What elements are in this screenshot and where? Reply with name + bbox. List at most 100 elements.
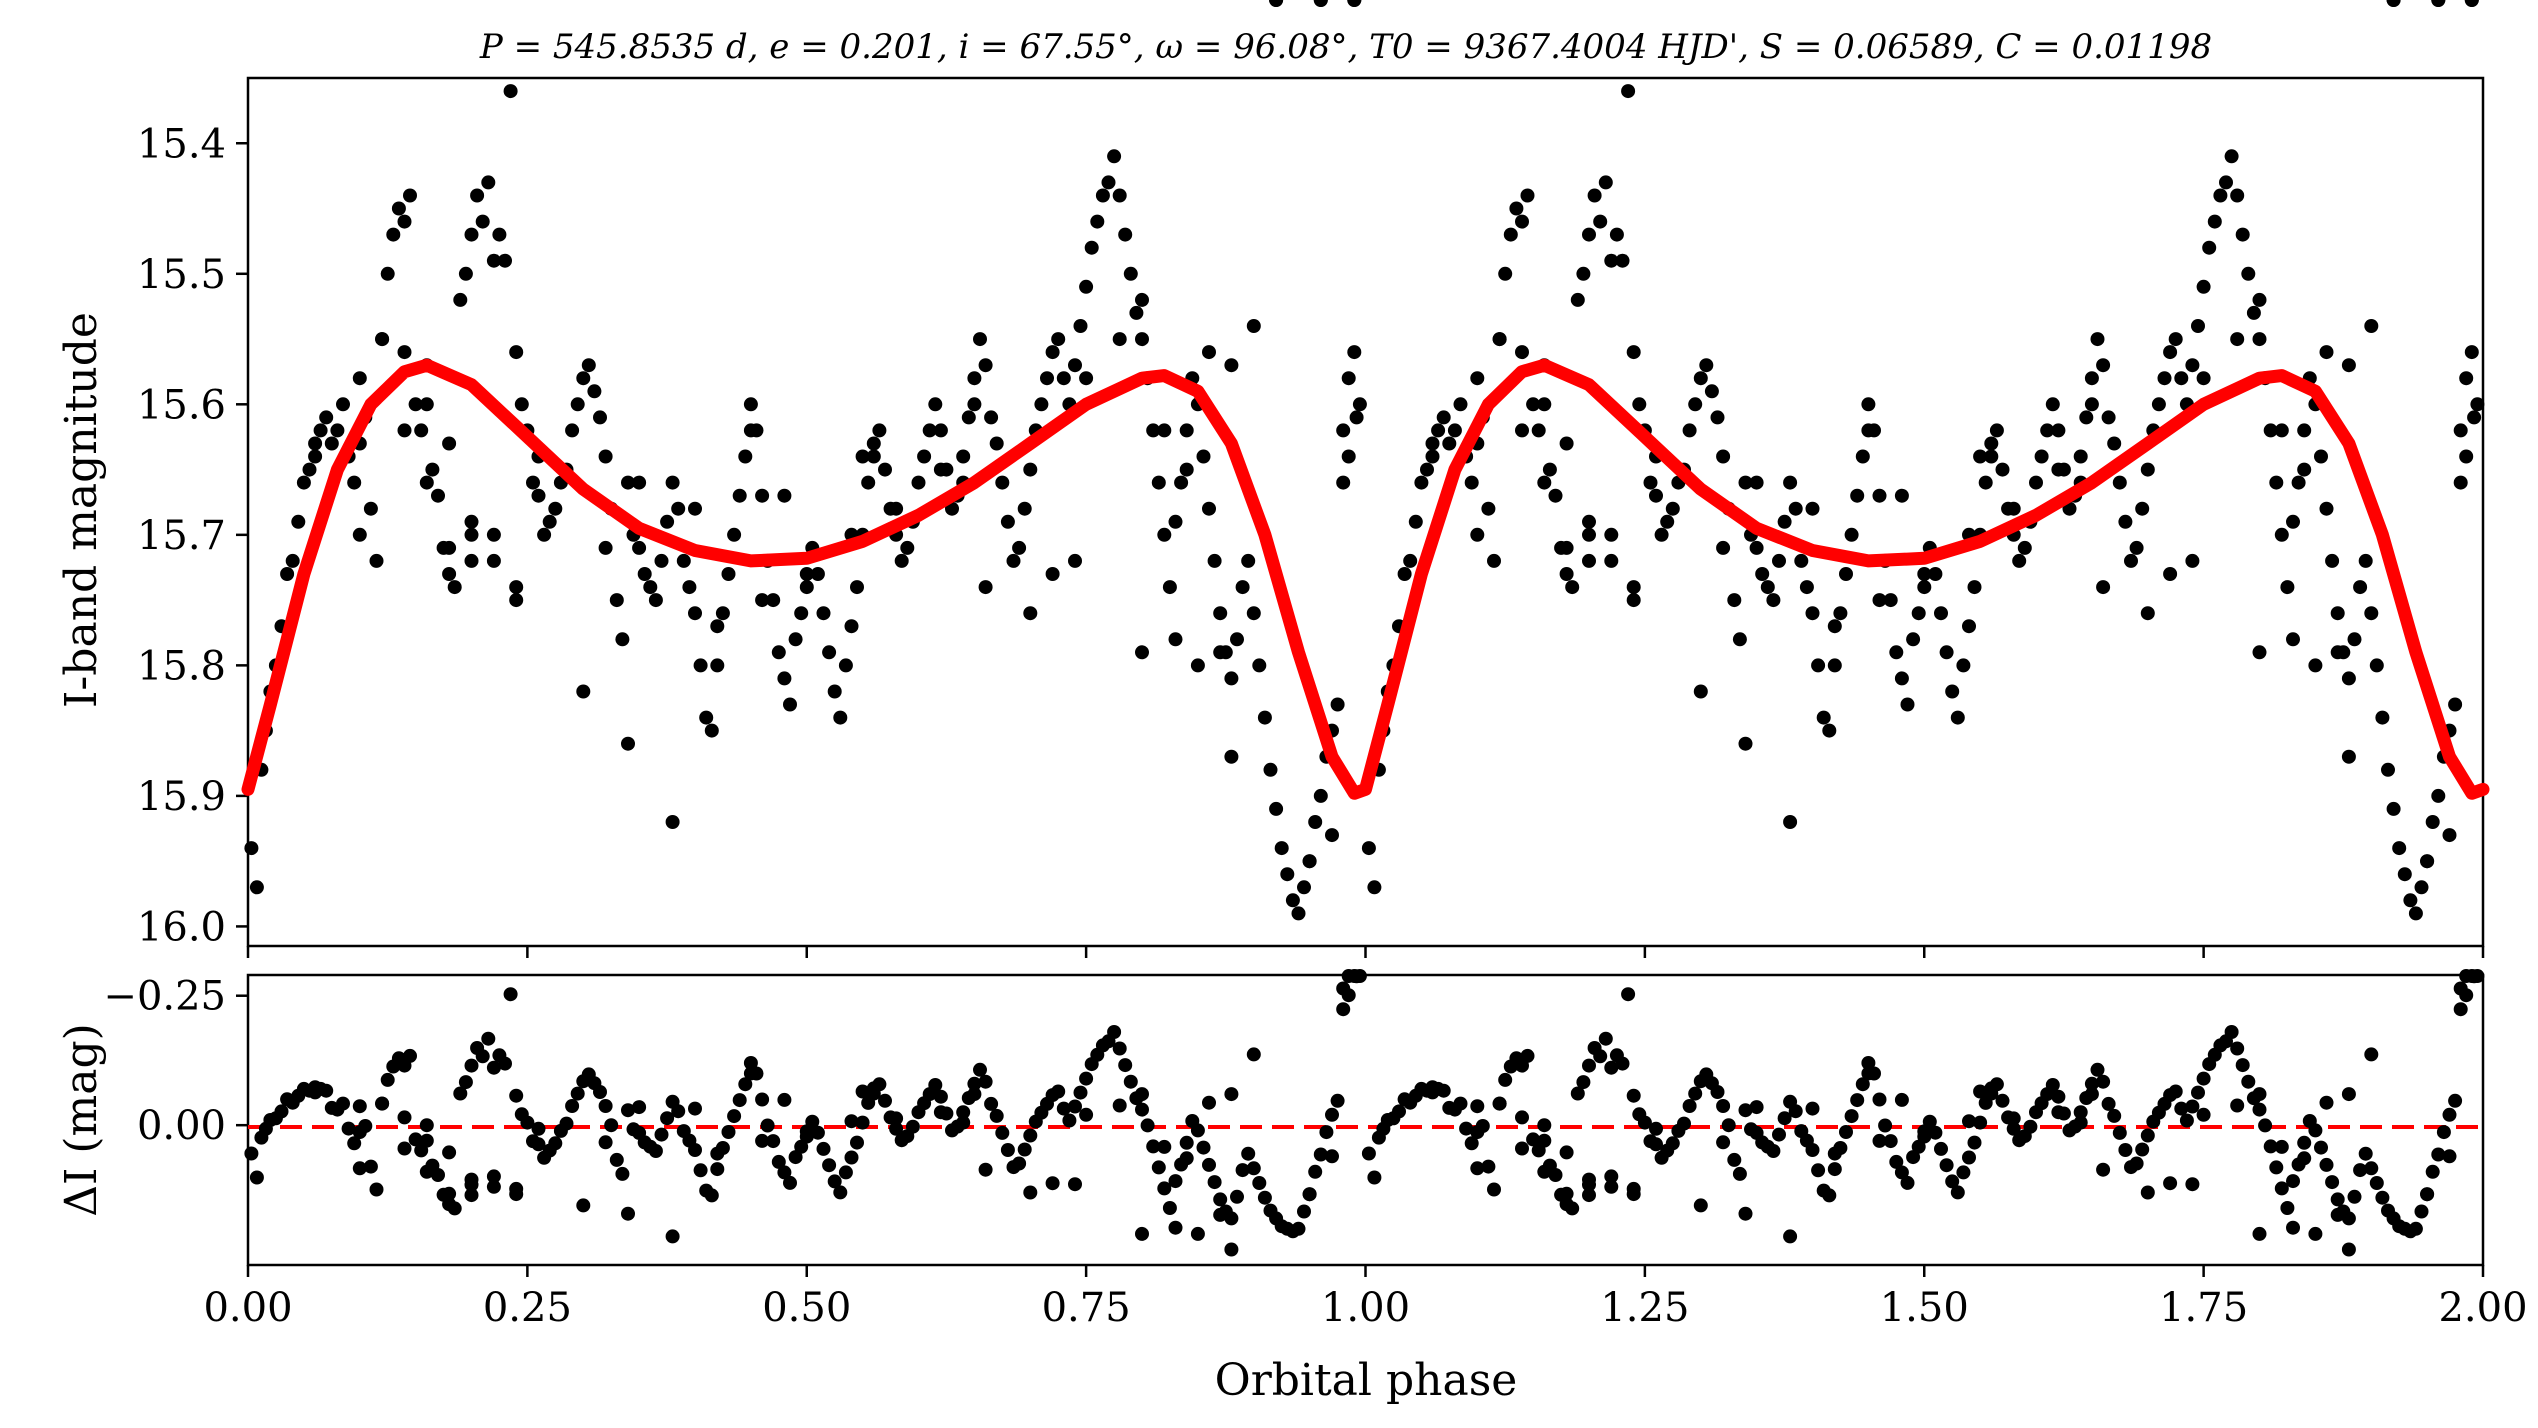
data-point <box>1498 266 1513 281</box>
residual-point <box>1079 1071 1094 1086</box>
data-point <box>1481 501 1496 516</box>
data-point <box>2168 332 2183 347</box>
data-point <box>2140 606 2155 621</box>
residual-point <box>358 1119 373 1133</box>
residual-point <box>2467 969 2482 984</box>
data-point <box>1257 710 1272 725</box>
residual-point <box>1202 1095 1216 1110</box>
data-point <box>1129 305 1144 320</box>
residual-point <box>671 1104 686 1119</box>
data-point <box>1855 449 1870 464</box>
data-point <box>1349 410 1364 425</box>
data-point <box>1269 801 1284 816</box>
residual-point <box>1844 1109 1859 1124</box>
residual-point <box>1872 1092 1887 1107</box>
data-point <box>1654 527 1669 542</box>
data-point <box>1224 358 1239 373</box>
data-point <box>1559 567 1574 581</box>
data-point <box>1224 671 1239 686</box>
residual-point <box>503 987 518 1002</box>
data-point <box>872 423 887 438</box>
residual-point <box>1766 1144 1781 1158</box>
residual-point <box>1023 1185 1038 1200</box>
data-point <box>648 593 663 608</box>
data-point <box>1576 266 1591 281</box>
data-point <box>866 449 881 464</box>
residual-x-ticks: 0.00 0.25 0.50 0.75 1.00 1.25 1.50 1.75 2.00 <box>203 1265 2528 1331</box>
data-point <box>509 345 524 360</box>
residual-point <box>604 1118 619 1133</box>
data-point <box>1246 319 1261 333</box>
data-point <box>2051 423 2066 438</box>
data-point <box>319 410 334 425</box>
data-point <box>766 593 781 608</box>
residual-point <box>654 1127 669 1142</box>
residual-point <box>665 1229 680 1244</box>
data-point <box>470 188 485 203</box>
residual-point <box>1520 1048 1535 1063</box>
data-point <box>1598 175 1613 190</box>
residual-point <box>1291 1221 1306 1236</box>
residual-point <box>576 1198 591 1213</box>
residual-point <box>2163 1176 2178 1191</box>
data-point <box>1336 423 1351 438</box>
data-point <box>2017 540 2032 555</box>
residual-point <box>1855 1077 1870 1092</box>
data-point <box>475 214 490 229</box>
residual-point <box>2073 1105 2088 1120</box>
data-point <box>1665 501 1680 516</box>
residual-point <box>1257 1190 1272 1205</box>
data-point <box>1872 488 1887 503</box>
data-point <box>486 253 501 268</box>
data-point <box>2252 292 2267 307</box>
data-point <box>2230 188 2245 203</box>
data-point <box>2012 553 2027 568</box>
data-point <box>1788 501 1803 516</box>
data-point <box>2263 423 2278 438</box>
residual-point <box>1146 1139 1161 1154</box>
data-point <box>978 358 993 373</box>
data-point <box>308 436 323 451</box>
data-point <box>665 475 680 490</box>
residual-point <box>1598 1031 1613 1046</box>
y-tick-label: 15.8 <box>137 643 226 689</box>
data-point <box>1872 593 1887 608</box>
data-point <box>598 540 613 555</box>
data-point <box>2274 423 2289 438</box>
data-point <box>1699 358 1714 373</box>
residual-point <box>822 1158 837 1173</box>
residual-point <box>838 1165 853 1180</box>
data-point <box>2330 645 2345 660</box>
data-point <box>933 423 948 438</box>
data-point <box>1939 645 1954 660</box>
residual-point <box>1906 1150 1921 1165</box>
data-point <box>1570 292 1585 307</box>
data-point <box>347 475 362 490</box>
data-point <box>1023 606 1038 621</box>
residual-point <box>1537 1118 1552 1133</box>
residual-point <box>1336 1002 1351 1017</box>
residual-point <box>486 1179 501 1194</box>
residual-point <box>419 1118 434 1133</box>
data-point <box>1051 332 1066 347</box>
data-point <box>1738 475 1753 490</box>
data-point <box>1973 449 1988 464</box>
residual-point <box>2135 1142 2150 1157</box>
residual-point <box>2084 1087 2099 1102</box>
data-point <box>2358 553 2373 568</box>
data-point <box>2040 423 2055 438</box>
data-point <box>755 593 770 608</box>
residual-point <box>1252 1176 1267 1190</box>
data-point <box>1308 815 1323 829</box>
residual-point <box>1361 1146 1376 1161</box>
data-point <box>1738 736 1753 751</box>
residual-point <box>1213 1192 1228 1207</box>
y-axis-label-residual: ΔI (mag) <box>56 1023 107 1217</box>
main-y-ticks: 15.4 15.5 15.6 15.7 15.8 15.9 16.0 <box>137 121 248 950</box>
data-point <box>1542 462 1557 477</box>
data-point <box>414 423 429 438</box>
residual-point <box>1604 1060 1619 1075</box>
residual-point <box>1559 1145 1574 1160</box>
data-point <box>2381 762 2395 777</box>
data-point <box>2431 788 2446 803</box>
